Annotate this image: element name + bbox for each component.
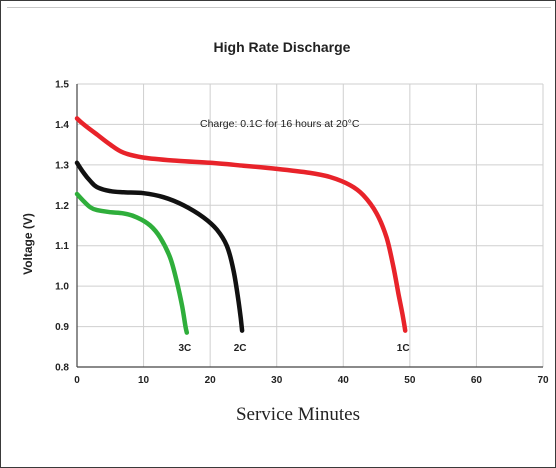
y-axis-label: Voltage (V) (21, 213, 35, 275)
frame-divider (7, 7, 551, 10)
series-labels: 1C 2C 3C (178, 343, 409, 354)
y-tick-label-2: 1.0 (55, 282, 69, 293)
y-tick-label-6: 1.4 (55, 120, 69, 131)
series-label-1c: 1C (397, 343, 410, 354)
charge-annotation: Charge: 0.1C for 16 hours at 20°C (200, 118, 360, 130)
x-tick-label-0: 0 (74, 375, 80, 386)
y-tick-label-7: 1.5 (55, 80, 69, 91)
series-label-3c: 3C (178, 343, 191, 354)
series-lines (74, 116, 408, 335)
y-tick-label-1: 0.9 (55, 322, 69, 333)
axes (76, 84, 543, 368)
chart-title: High Rate Discharge (214, 39, 351, 55)
x-tick-labels: 0 10 20 30 40 50 60 70 (74, 375, 549, 386)
x-tick-label-4: 40 (338, 375, 350, 386)
y-tick-label-5: 1.3 (55, 160, 69, 171)
series-line-3c (74, 191, 190, 335)
series-label-2c: 2C (234, 343, 247, 354)
y-tick-label-3: 1.1 (55, 241, 69, 252)
y-tick-label-0: 0.8 (55, 363, 69, 374)
x-tick-label-1: 10 (138, 375, 150, 386)
x-axis-label: Service Minutes (236, 404, 360, 425)
x-tick-label-3: 30 (271, 375, 283, 386)
y-tick-label-4: 1.2 (55, 201, 69, 212)
series-line-1c (74, 116, 408, 333)
series-line-2c (74, 160, 245, 333)
x-tick-label-6: 60 (471, 375, 483, 386)
x-tick-label-2: 20 (205, 375, 217, 386)
y-tick-labels: 0.8 0.9 1.0 1.1 1.2 1.3 1.4 1.5 (55, 80, 69, 374)
x-tick-label-7: 70 (537, 375, 549, 386)
x-tick-label-5: 50 (404, 375, 416, 386)
